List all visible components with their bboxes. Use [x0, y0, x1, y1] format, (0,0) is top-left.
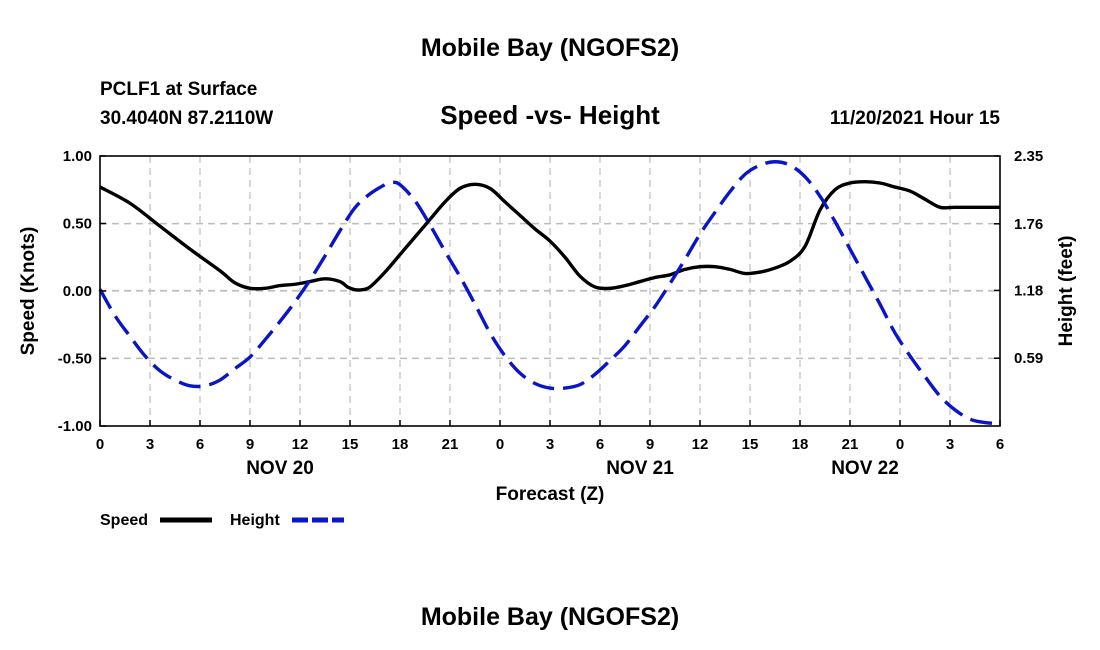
forecast-datetime: 11/20/2021 Hour 15 — [830, 108, 1000, 129]
x-tick-label: 15 — [742, 436, 759, 453]
x-tick-label: 12 — [692, 436, 709, 453]
station-coordinates: 30.4040N 87.2110W — [100, 108, 273, 129]
x-tick-label: 21 — [842, 436, 859, 453]
y-tick-label-right: 1.18 — [1014, 282, 1043, 299]
x-day-label: NOV 22 — [831, 458, 899, 479]
station-name: PCLF1 at Surface — [100, 79, 257, 100]
page-title-top: Mobile Bay (NGOFS2) — [421, 34, 679, 62]
y-tick-label-left: 1.00 — [63, 148, 92, 165]
x-axis-label: Forecast (Z) — [496, 484, 605, 505]
x-tick-label: 21 — [442, 436, 459, 453]
grid-lines — [100, 156, 1000, 426]
y-tick-label-left: -1.00 — [58, 418, 92, 435]
x-tick-label: 9 — [246, 436, 254, 453]
series-line-height — [98, 160, 1001, 426]
x-tick-label: 3 — [546, 436, 554, 453]
legend-label-height: Height — [230, 512, 280, 529]
chart-title: Speed -vs- Height — [440, 100, 660, 130]
series-layer — [98, 160, 1001, 426]
x-tick-label: 3 — [146, 436, 154, 453]
x-tick-label: 15 — [342, 436, 359, 453]
x-tick-label: 0 — [96, 436, 104, 453]
x-day-label: NOV 21 — [606, 458, 674, 479]
x-tick-label: 12 — [292, 436, 309, 453]
y-axis-label-left: Speed (Knots) — [18, 227, 39, 356]
x-tick-label: 6 — [596, 436, 604, 453]
legend: Speed Height — [100, 512, 344, 529]
legend-label-speed: Speed — [100, 512, 148, 529]
x-tick-label: 18 — [792, 436, 809, 453]
y-tick-label-left: 0.00 — [63, 283, 92, 300]
page-title-bottom: Mobile Bay (NGOFS2) — [421, 603, 679, 631]
series-line-speed — [99, 179, 1000, 292]
x-tick-label: 6 — [996, 436, 1004, 453]
x-tick-label: 18 — [392, 436, 409, 453]
x-tick-label: 0 — [496, 436, 504, 453]
x-tick-label: 0 — [896, 436, 904, 453]
x-tick-label: 6 — [196, 436, 204, 453]
x-day-label: NOV 20 — [246, 458, 314, 479]
axis-ticks: 1.00 0.50 0.00 -0.50 -1.00 2.35 1.76 1.18 0.59 0 3… — [58, 148, 1043, 479]
y-tick-label-left: 0.50 — [63, 216, 92, 233]
y-tick-label-right: 2.35 — [1014, 148, 1043, 165]
y-tick-label-left: -0.50 — [58, 351, 92, 368]
y-axis-label-right: Height (feet) — [1056, 236, 1077, 347]
x-tick-label: 9 — [646, 436, 654, 453]
x-tick-label: 3 — [946, 436, 954, 453]
y-tick-label-right: 1.76 — [1014, 216, 1043, 233]
y-tick-label-right: 0.59 — [1014, 350, 1043, 367]
